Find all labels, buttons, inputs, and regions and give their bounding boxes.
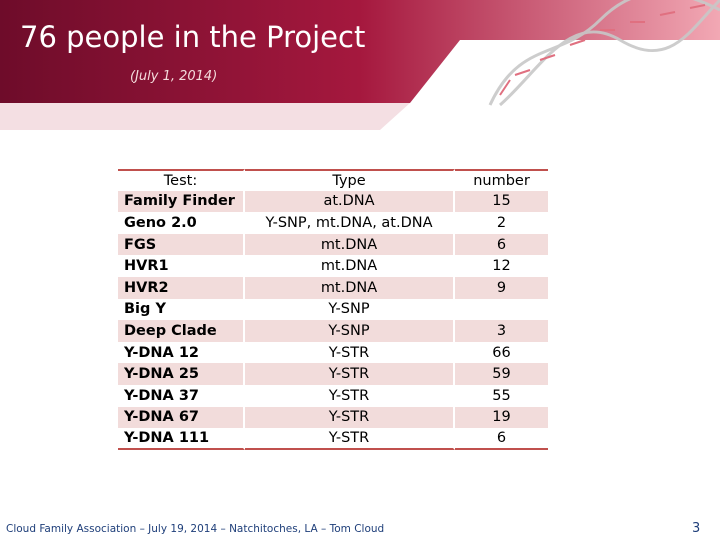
table-row: Y-DNA 67 Y-STR 19 bbox=[118, 406, 548, 429]
table-cell: 19 bbox=[455, 406, 548, 429]
table-cell: Y-STR bbox=[245, 341, 455, 364]
table-cell: Y-STR bbox=[245, 384, 455, 407]
table-cell: Deep Clade bbox=[118, 320, 245, 342]
table-cell: Geno 2.0 bbox=[118, 212, 245, 234]
table-cell: Y-SNP, mt.DNA, at.DNA bbox=[245, 212, 455, 234]
table-cell: Test: bbox=[118, 169, 245, 191]
table-row: Geno 2.0 Y-SNP, mt.DNA, at.DNA 2 bbox=[118, 212, 548, 234]
table-cell: HVR1 bbox=[118, 255, 245, 277]
table-cell bbox=[455, 299, 548, 321]
table-cell: 9 bbox=[455, 276, 548, 299]
table-cell: Y-STR bbox=[245, 363, 455, 385]
table-row: HVR1 mt.DNA 12 bbox=[118, 255, 548, 277]
table-cell: Y-DNA 37 bbox=[118, 384, 245, 407]
table-cell: mt.DNA bbox=[245, 233, 455, 256]
table-cell: Y-STR bbox=[245, 406, 455, 429]
table-row: Deep Clade Y-SNP 3 bbox=[118, 320, 548, 342]
table-cell: Y-SNP bbox=[245, 298, 455, 321]
table-cell: 15 bbox=[455, 190, 548, 213]
table-row: Big Y Y-SNP bbox=[118, 298, 548, 321]
table-row: FGS mt.DNA 6 bbox=[118, 233, 548, 256]
banner bbox=[0, 0, 720, 130]
table-cell: number bbox=[455, 169, 548, 191]
footer-text: Cloud Family Association – July 19, 2014… bbox=[6, 523, 385, 535]
table-cell: Family Finder bbox=[118, 190, 245, 213]
table-cell: 6 bbox=[455, 428, 548, 450]
table-cell: at.DNA bbox=[245, 190, 455, 213]
test-table: Test: Type number Family Finder at.DNA 15 Geno… bbox=[118, 169, 548, 450]
slide-title: 76 people in the Project bbox=[20, 20, 366, 54]
table-cell: 6 bbox=[455, 233, 548, 256]
table-cell: Y-SNP bbox=[245, 320, 455, 342]
table-cell: 66 bbox=[492, 344, 511, 361]
table-row: Y-DNA 111 Y-STR 6 bbox=[118, 428, 548, 450]
slide-subtitle: (July 1, 2014) bbox=[130, 69, 218, 84]
table-cell: Y-DNA 12 bbox=[118, 341, 245, 364]
table-cell: Type bbox=[245, 169, 455, 191]
table-row: Y-DNA 12 Y-STR 66 bbox=[118, 341, 548, 364]
table-row: HVR2 mt.DNA 9 bbox=[118, 276, 548, 299]
table-cell: HVR2 bbox=[118, 276, 245, 299]
table-cell: 2 bbox=[496, 214, 507, 231]
table-row: Test: Type number bbox=[118, 169, 548, 191]
table-cell: 55 bbox=[492, 387, 511, 404]
table-row: Y-DNA 37 Y-STR 55 bbox=[118, 384, 548, 407]
table-cell: Y-DNA 111 bbox=[118, 428, 245, 450]
table-cell: FGS bbox=[118, 233, 245, 256]
table-cell: Y-DNA 25 bbox=[118, 363, 245, 385]
table-cell: 3 bbox=[455, 320, 548, 342]
table-cell: Big Y bbox=[118, 298, 245, 321]
table-cell: Y-STR bbox=[245, 428, 455, 450]
table-row: Family Finder at.DNA 15 bbox=[118, 190, 548, 213]
table-row: Y-DNA 25 Y-STR 59 bbox=[118, 363, 548, 385]
table-cell: 59 bbox=[455, 363, 548, 385]
page-number: 3 bbox=[692, 521, 701, 536]
table-cell: Y-DNA 67 bbox=[118, 406, 245, 429]
table-cell: mt.DNA bbox=[245, 255, 455, 277]
table-cell: 12 bbox=[492, 258, 511, 275]
table-cell: mt.DNA bbox=[245, 276, 455, 299]
